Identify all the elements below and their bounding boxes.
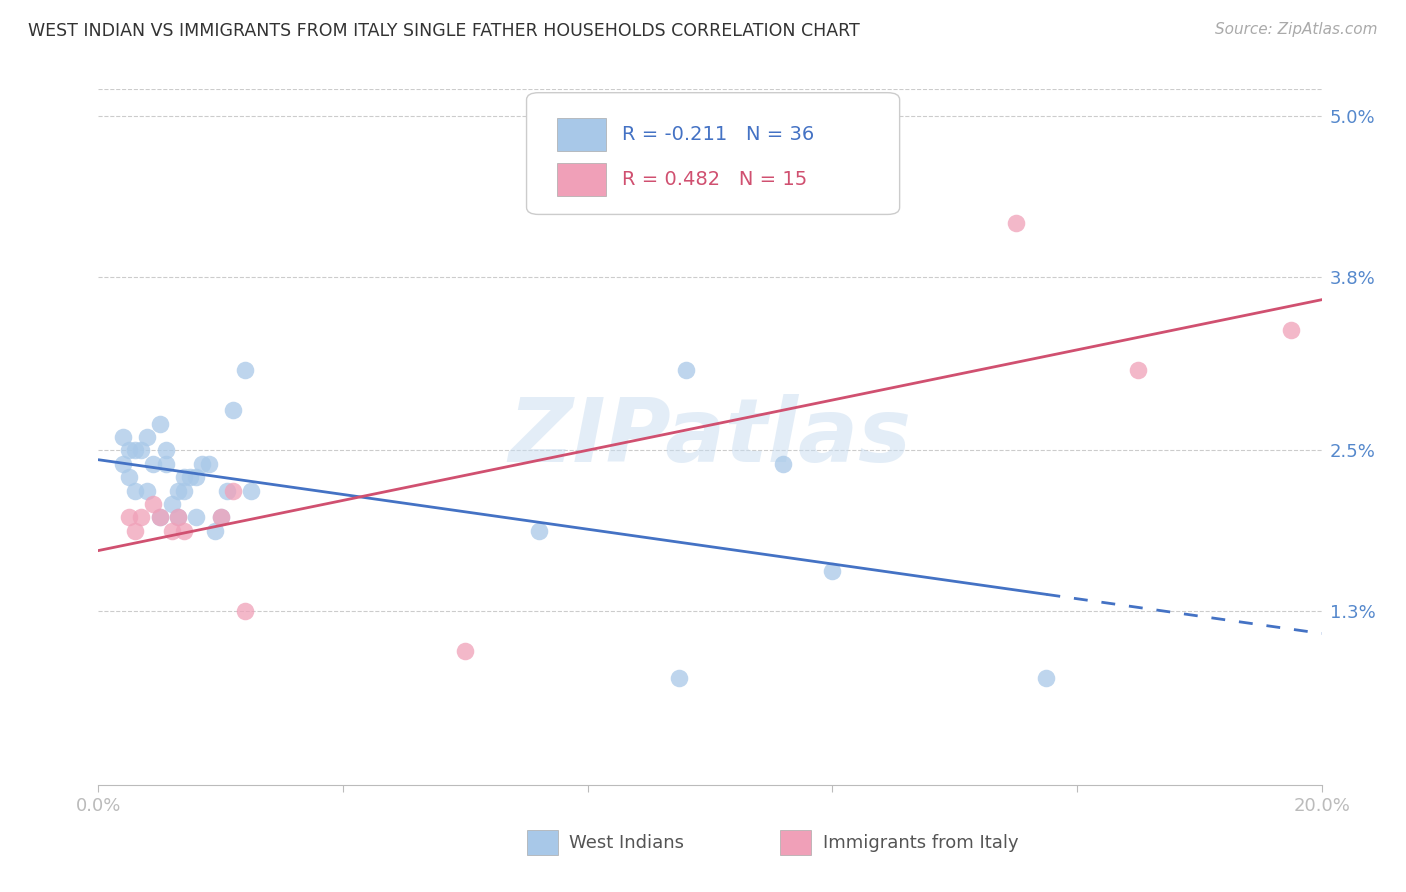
Point bbox=[209, 510, 232, 524]
Point bbox=[124, 443, 146, 458]
Text: Immigrants from Italy: Immigrants from Italy bbox=[823, 834, 1018, 852]
Point bbox=[136, 483, 159, 498]
Point bbox=[186, 510, 208, 524]
Point bbox=[772, 457, 794, 471]
Point bbox=[118, 510, 141, 524]
Point bbox=[179, 470, 201, 484]
Bar bbox=[557, 163, 606, 196]
Point bbox=[186, 470, 208, 484]
Point bbox=[118, 470, 141, 484]
Point bbox=[222, 403, 245, 417]
Point bbox=[142, 457, 165, 471]
Point bbox=[111, 457, 134, 471]
Text: R = -0.211   N = 36: R = -0.211 N = 36 bbox=[621, 125, 814, 144]
Point bbox=[167, 510, 190, 524]
Point bbox=[173, 524, 195, 538]
Point bbox=[1035, 671, 1057, 685]
Text: ZIPatlas: ZIPatlas bbox=[509, 393, 911, 481]
FancyBboxPatch shape bbox=[526, 93, 900, 214]
Bar bbox=[557, 118, 606, 151]
Point bbox=[111, 430, 134, 444]
Text: R = 0.482   N = 15: R = 0.482 N = 15 bbox=[621, 170, 807, 189]
Point bbox=[124, 483, 146, 498]
Point bbox=[527, 524, 550, 538]
Point bbox=[149, 510, 172, 524]
Point bbox=[233, 604, 256, 618]
Point bbox=[215, 483, 238, 498]
Point bbox=[167, 483, 190, 498]
Point bbox=[1128, 363, 1150, 377]
Point bbox=[222, 483, 245, 498]
Text: West Indians: West Indians bbox=[569, 834, 685, 852]
Point bbox=[173, 470, 195, 484]
Point bbox=[124, 524, 146, 538]
Point bbox=[129, 443, 152, 458]
Point bbox=[160, 497, 183, 511]
Point bbox=[1279, 323, 1302, 337]
Point bbox=[1004, 216, 1026, 230]
Point bbox=[454, 644, 477, 658]
Point bbox=[118, 443, 141, 458]
Point bbox=[209, 510, 232, 524]
Point bbox=[129, 510, 152, 524]
Point bbox=[173, 483, 195, 498]
Point bbox=[675, 363, 697, 377]
Point bbox=[155, 443, 177, 458]
Point bbox=[204, 524, 226, 538]
Point bbox=[160, 524, 183, 538]
Point bbox=[668, 671, 690, 685]
Point bbox=[233, 363, 256, 377]
Text: Source: ZipAtlas.com: Source: ZipAtlas.com bbox=[1215, 22, 1378, 37]
Point bbox=[149, 510, 172, 524]
Point bbox=[167, 510, 190, 524]
Text: WEST INDIAN VS IMMIGRANTS FROM ITALY SINGLE FATHER HOUSEHOLDS CORRELATION CHART: WEST INDIAN VS IMMIGRANTS FROM ITALY SIN… bbox=[28, 22, 860, 40]
Point bbox=[142, 497, 165, 511]
Point bbox=[155, 457, 177, 471]
Point bbox=[191, 457, 214, 471]
Point bbox=[149, 417, 172, 431]
Point bbox=[821, 564, 844, 578]
Point bbox=[240, 483, 263, 498]
Point bbox=[197, 457, 219, 471]
Point bbox=[136, 430, 159, 444]
